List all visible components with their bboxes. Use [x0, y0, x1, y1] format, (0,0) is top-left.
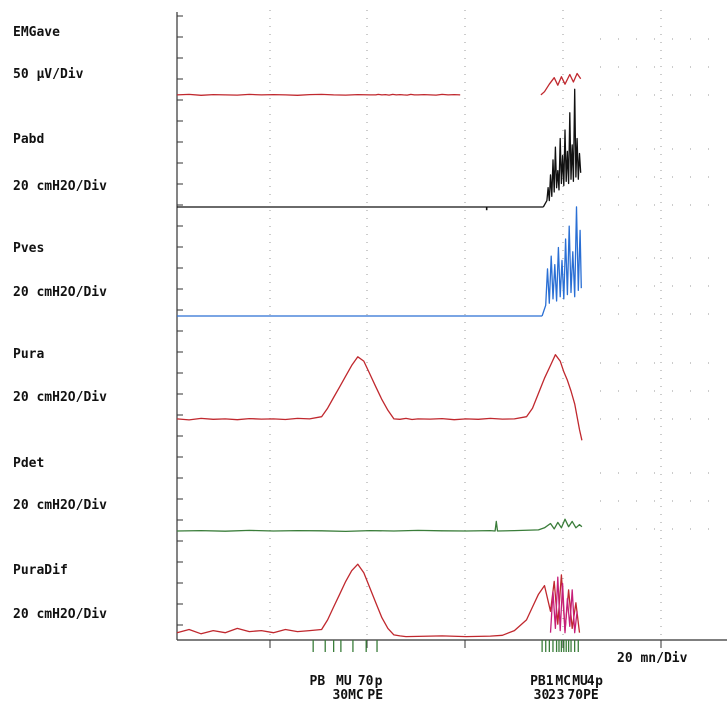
channel-name: Pura — [13, 347, 44, 362]
channel-name: Pabd — [13, 132, 44, 147]
event-label: 1 — [546, 674, 554, 689]
grid-layer — [269, 10, 725, 640]
channel-scale: 20 cmH2O/Div — [13, 607, 107, 622]
event-label: MC — [555, 674, 571, 689]
event-label: 30 — [332, 688, 348, 703]
series-line — [176, 354, 583, 441]
event-label: 30 — [534, 688, 550, 703]
event-label: PE — [367, 688, 383, 703]
channel-scale: 20 cmH2O/Div — [13, 498, 107, 513]
event-label: 4 — [587, 674, 595, 689]
series-line — [176, 93, 461, 96]
channel-scale: 20 cmH2O/Div — [13, 390, 107, 405]
trace-pura — [176, 354, 583, 441]
event-label: MU — [336, 674, 352, 689]
series-line — [549, 576, 578, 634]
event-label: 70 — [567, 688, 583, 703]
channel-labels: EMGave 50 µV/Div Pabd 20 cmH2O/Div Pves 20 cm… — [13, 25, 107, 622]
channel-scale: 20 cmH2O/Div — [13, 179, 107, 194]
event-label: 2 — [548, 688, 556, 703]
event-label: 3 — [557, 688, 565, 703]
trace-emgave — [176, 72, 582, 96]
channel-name: Pves — [13, 241, 44, 256]
event-label: PE — [583, 688, 599, 703]
trace-puradif — [176, 563, 581, 638]
trace-pves — [177, 206, 582, 317]
event-label: MU — [572, 674, 588, 689]
series-line — [176, 518, 583, 533]
traces-layer — [176, 72, 583, 638]
series-line — [542, 88, 582, 208]
event-label: p — [595, 674, 603, 689]
event-label: MC — [348, 688, 364, 703]
trace-pabd — [177, 88, 582, 211]
series-line — [541, 206, 582, 317]
event-label: p — [375, 674, 383, 689]
event-label: 70 — [358, 674, 374, 689]
event-label: PB — [310, 674, 326, 689]
channel-name: Pdet — [13, 456, 44, 471]
channel-scale: 20 cmH2O/Div — [13, 285, 107, 300]
channel-name: PuraDif — [13, 563, 68, 578]
channel-scale: 50 µV/Div — [13, 67, 84, 82]
series-line — [176, 563, 581, 638]
x-unit-label: 20 mn/Div — [617, 651, 688, 666]
series-line — [540, 72, 582, 96]
event-label: PB — [530, 674, 546, 689]
trace-pdet — [176, 518, 583, 533]
axis-layer — [176, 12, 727, 648]
channel-name: EMGave — [13, 25, 60, 40]
